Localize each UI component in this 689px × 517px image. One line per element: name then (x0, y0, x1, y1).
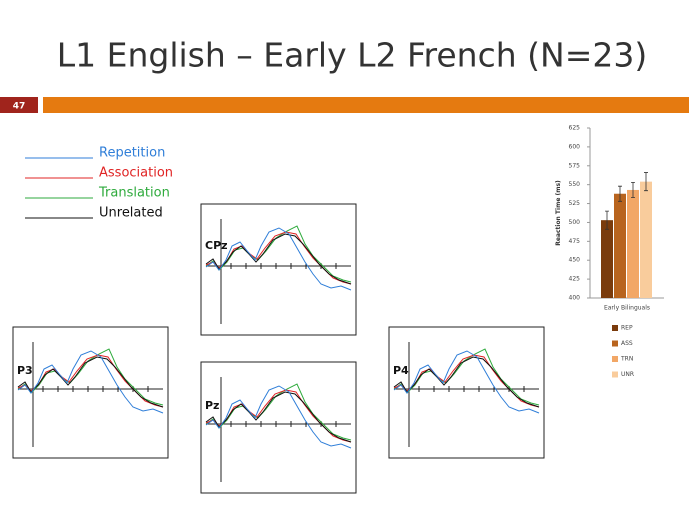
bar (614, 193, 626, 298)
legend-label: ASS (621, 340, 633, 347)
erp-plot (12, 326, 169, 459)
bar (601, 220, 613, 298)
legend-swatch (612, 340, 618, 347)
bar (627, 189, 639, 298)
bar (640, 181, 652, 298)
legend-swatch (612, 325, 618, 331)
erp-label: Pz (205, 399, 219, 412)
y-tick-label: 525 (569, 200, 581, 207)
legend-swatch (612, 356, 618, 362)
legend-label: Repetition (99, 146, 165, 161)
y-tick-label: 425 (569, 276, 581, 283)
legend-label: REP (621, 325, 633, 332)
slide-number-box (0, 97, 38, 113)
erp-label: P4 (393, 364, 409, 377)
y-tick-label: 575 (569, 162, 581, 169)
legend-label: Association (99, 166, 173, 181)
error-bar (605, 210, 609, 230)
error-bar (644, 172, 648, 192)
legend-swatch (612, 371, 618, 378)
error-bar (631, 182, 635, 198)
y-axis-label: Reaction Time (ms) (555, 180, 562, 246)
legend-label: UNR (621, 371, 634, 378)
erp-plot (388, 326, 545, 459)
y-tick-label: 450 (569, 257, 581, 264)
slide-number: 47 (13, 102, 26, 112)
legend-label: Translation (98, 186, 170, 201)
y-tick-label: 625 (569, 125, 581, 132)
y-tick-label: 400 (569, 295, 581, 302)
slide-title: L1 English – Early L2 French (N=23) (57, 36, 647, 75)
erp-label: CPz (205, 239, 228, 252)
y-tick-label: 550 (569, 181, 581, 188)
legend-label: Unrelated (99, 206, 163, 221)
erp-plot (200, 203, 357, 336)
y-tick-label: 500 (569, 219, 581, 226)
x-tick-label: Early Bilinguals (604, 305, 650, 312)
legend-label: TRN (620, 356, 633, 363)
erp-plot (200, 361, 357, 494)
header-bar (43, 97, 689, 113)
error-bar (618, 185, 622, 202)
y-tick-label: 600 (569, 143, 581, 150)
erp-label: P3 (17, 364, 33, 377)
y-tick-label: 475 (569, 238, 581, 245)
